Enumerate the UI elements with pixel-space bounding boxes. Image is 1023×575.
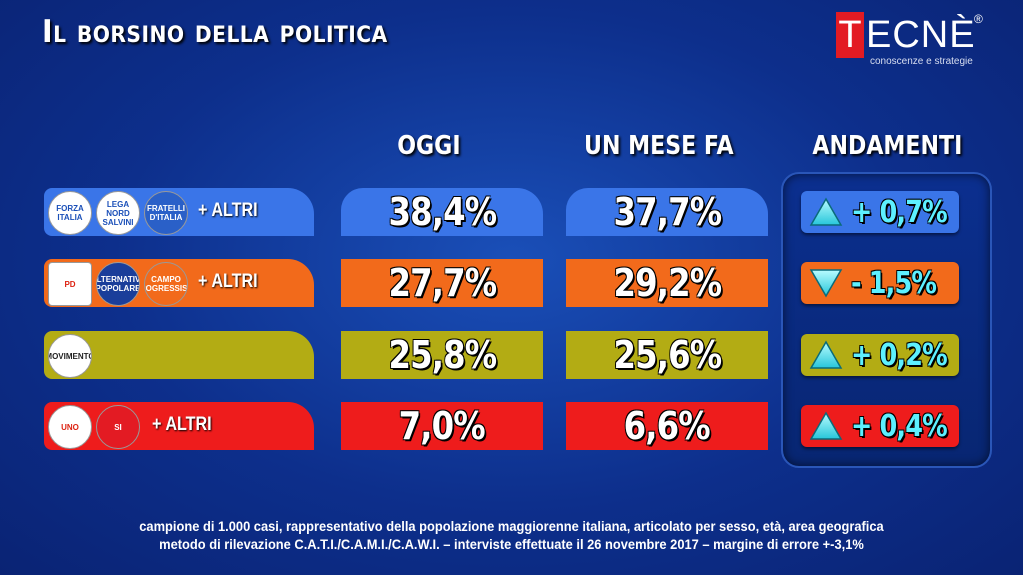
tecne-logo: T ECNÈ ® conoscenze e strategie xyxy=(836,10,986,67)
altri-label: + ALTRI xyxy=(152,414,212,435)
value-month-ago: 37,7% xyxy=(566,188,768,236)
trend-box: + 0,7% xyxy=(801,191,959,233)
party-logo: SI xyxy=(96,405,140,449)
trend-value: + 0,2% xyxy=(851,337,948,373)
party-logo: ALTERNATIVA POPOLARE xyxy=(96,262,140,306)
party-label-bar: MOVIMENTO xyxy=(44,331,314,379)
logo-registered: ® xyxy=(974,12,983,26)
value-month-ago: 29,2% xyxy=(566,259,768,307)
column-header-month-ago: UN MESE FA xyxy=(584,131,734,161)
value-month-ago-text: 37,7% xyxy=(613,190,722,234)
altri-label: + ALTRI xyxy=(198,200,258,221)
value-today-text: 7,0% xyxy=(398,404,486,448)
triangle-up-icon xyxy=(809,340,843,370)
party-label-bar: UNO SI + ALTRI xyxy=(44,402,314,450)
party-logo: FORZA ITALIA xyxy=(48,191,92,235)
trend-box: + 0,4% xyxy=(801,405,959,447)
value-today: 7,0% xyxy=(341,402,543,450)
party-logo: CAMPO PROGRESSISTA xyxy=(144,262,188,306)
value-today-text: 25,8% xyxy=(388,333,497,377)
footer-line-1: campione di 1.000 casi, rappresentativo … xyxy=(139,518,884,534)
value-today-text: 38,4% xyxy=(388,190,497,234)
value-today: 25,8% xyxy=(341,331,543,379)
value-month-ago: 6,6% xyxy=(566,402,768,450)
trend-box: + 0,2% xyxy=(801,334,959,376)
value-month-ago-text: 6,6% xyxy=(623,404,711,448)
logo-mark: T xyxy=(836,12,864,58)
logo-tagline: conoscenze e strategie xyxy=(870,56,973,67)
party-logos: MOVIMENTO xyxy=(48,334,92,378)
triangle-up-icon xyxy=(809,197,843,227)
party-label-bar: FORZA ITALIA LEGA NORD SALVINI FRATELLI D'… xyxy=(44,188,314,236)
value-today-text: 27,7% xyxy=(388,261,497,305)
logo-word: ECNÈ xyxy=(866,14,976,56)
triangle-down-icon xyxy=(809,268,843,298)
triangle-up-icon xyxy=(809,411,843,441)
trend-box: - 1,5% xyxy=(801,262,959,304)
trend-value: + 0,4% xyxy=(851,408,948,444)
party-logo: PD xyxy=(48,262,92,306)
page-title: Il borsino della politica xyxy=(42,14,388,50)
party-logos: FORZA ITALIA LEGA NORD SALVINI FRATELLI D'… xyxy=(48,191,188,235)
trend-value: + 0,7% xyxy=(851,194,948,230)
trend-value: - 1,5% xyxy=(851,265,937,301)
altri-label: + ALTRI xyxy=(198,271,258,292)
party-logos: UNO SI xyxy=(48,405,140,449)
value-today: 38,4% xyxy=(341,188,543,236)
value-month-ago-text: 25,6% xyxy=(613,333,722,377)
column-header-today: OGGI xyxy=(397,131,461,161)
value-month-ago: 25,6% xyxy=(566,331,768,379)
party-logo: LEGA NORD SALVINI xyxy=(96,191,140,235)
footer-line-2: metodo di rilevazione C.A.T.I./C.A.M.I./… xyxy=(159,536,864,552)
party-logo: MOVIMENTO xyxy=(48,334,92,378)
value-month-ago-text: 29,2% xyxy=(613,261,722,305)
party-logo: FRATELLI D'ITALIA xyxy=(144,191,188,235)
column-header-trend: ANDAMENTI xyxy=(812,131,963,161)
party-logo: UNO xyxy=(48,405,92,449)
value-today: 27,7% xyxy=(341,259,543,307)
footer-notes: campione di 1.000 casi, rappresentativo … xyxy=(0,517,1023,553)
